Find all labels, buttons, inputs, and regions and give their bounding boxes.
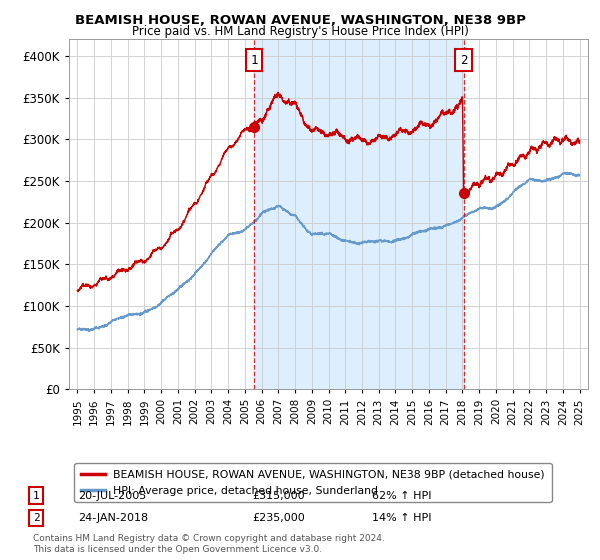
Text: This data is licensed under the Open Government Licence v3.0.: This data is licensed under the Open Gov…: [33, 545, 322, 554]
Text: Contains HM Land Registry data © Crown copyright and database right 2024.: Contains HM Land Registry data © Crown c…: [33, 534, 385, 543]
Text: 1: 1: [250, 54, 258, 67]
Text: BEAMISH HOUSE, ROWAN AVENUE, WASHINGTON, NE38 9BP: BEAMISH HOUSE, ROWAN AVENUE, WASHINGTON,…: [74, 14, 526, 27]
Text: 24-JAN-2018: 24-JAN-2018: [78, 513, 148, 523]
Bar: [254, 39, 464, 389]
Text: 62% ↑ HPI: 62% ↑ HPI: [372, 491, 431, 501]
Text: 1: 1: [32, 491, 40, 501]
Text: 14% ↑ HPI: 14% ↑ HPI: [372, 513, 431, 523]
Legend: BEAMISH HOUSE, ROWAN AVENUE, WASHINGTON, NE38 9BP (detached house), HPI: Average: BEAMISH HOUSE, ROWAN AVENUE, WASHINGTON,…: [74, 463, 551, 502]
Text: 2: 2: [32, 513, 40, 523]
Text: Price paid vs. HM Land Registry's House Price Index (HPI): Price paid vs. HM Land Registry's House …: [131, 25, 469, 38]
Text: £315,000: £315,000: [252, 491, 305, 501]
Text: 2: 2: [460, 54, 467, 67]
Text: 20-JUL-2005: 20-JUL-2005: [78, 491, 146, 501]
Text: £235,000: £235,000: [252, 513, 305, 523]
